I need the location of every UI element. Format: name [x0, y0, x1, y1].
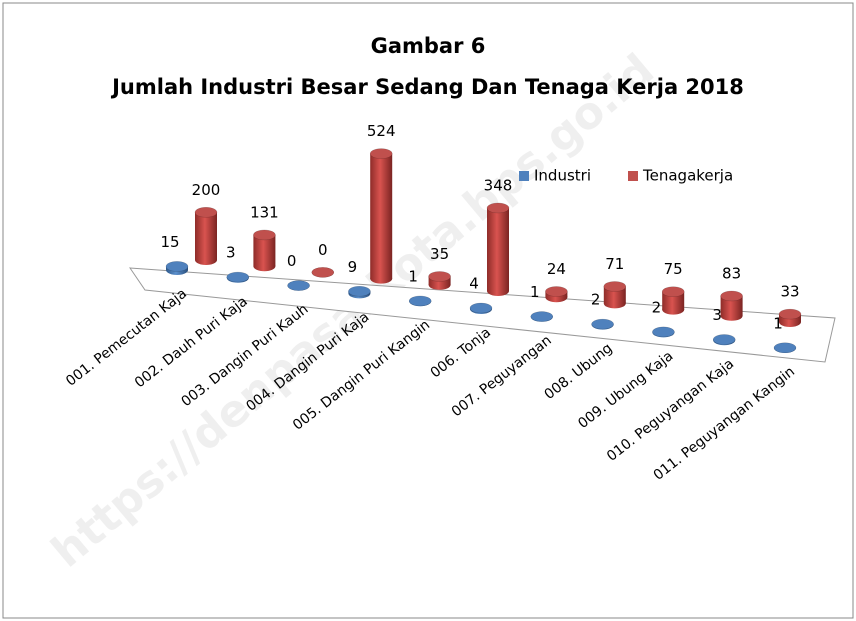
data-label: 2	[652, 298, 662, 316]
bar-top	[369, 148, 393, 159]
bar-top	[661, 286, 685, 297]
data-label: 3	[226, 244, 236, 262]
bar-top	[408, 295, 432, 307]
bar-top	[603, 281, 627, 292]
data-label: 83	[722, 265, 741, 283]
bar-top	[311, 267, 335, 278]
bar	[253, 234, 276, 267]
data-label: 1	[773, 314, 783, 332]
bar	[195, 212, 217, 260]
data-label: 200	[192, 181, 221, 199]
data-label: 1	[530, 283, 540, 301]
bar-top	[530, 311, 554, 322]
legend-label: Tenagakerja	[642, 167, 733, 185]
bar-top	[545, 286, 568, 297]
chart-title: Gambar 6	[371, 34, 486, 58]
legend-label: Industri	[534, 167, 591, 185]
floor	[129, 267, 836, 363]
data-label: 3	[712, 306, 722, 324]
bar-top	[253, 229, 276, 241]
data-label: 348	[484, 176, 513, 194]
bar-top	[712, 334, 736, 345]
bar-top	[226, 271, 250, 283]
data-label: 9	[348, 258, 358, 276]
data-label: 4	[469, 275, 479, 293]
chart-subtitle: Jumlah Industri Besar Sedang Dan Tenaga …	[110, 75, 744, 99]
bar-top	[165, 261, 189, 272]
data-label: 35	[430, 245, 449, 263]
bar-top	[428, 271, 451, 282]
bar-top	[486, 202, 510, 214]
bar	[662, 291, 685, 310]
bar	[370, 153, 393, 279]
data-label: 524	[367, 122, 396, 140]
data-label: 0	[287, 252, 297, 270]
data-label: 75	[664, 260, 683, 278]
bar-top	[773, 342, 797, 354]
bar-top	[778, 308, 802, 320]
data-label: 24	[547, 260, 566, 278]
bar-top	[652, 326, 675, 338]
data-label: 0	[318, 241, 328, 259]
bar-top	[194, 207, 218, 218]
data-label: 33	[780, 283, 799, 301]
bar	[720, 296, 743, 316]
legend-swatch	[519, 171, 529, 181]
data-label: 131	[250, 203, 279, 221]
data-label: 71	[605, 255, 624, 273]
bar-top	[591, 318, 614, 330]
data-label: 1	[408, 267, 418, 285]
bar-top	[469, 302, 493, 314]
legend-swatch	[628, 171, 638, 181]
bar-top	[348, 286, 371, 297]
bar-top	[720, 290, 743, 302]
bar-top	[287, 280, 310, 291]
bar	[487, 207, 509, 291]
data-label: 2	[591, 291, 601, 309]
data-label: 15	[160, 233, 179, 251]
